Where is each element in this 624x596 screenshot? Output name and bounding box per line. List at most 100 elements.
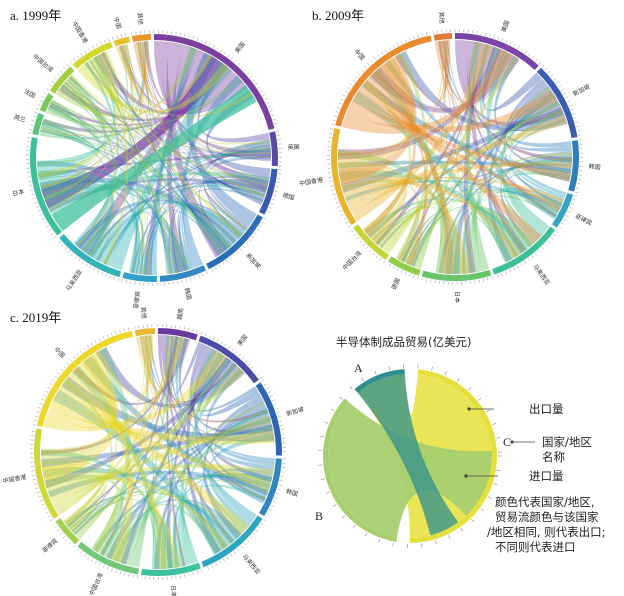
- chord-2-tick: [79, 350, 82, 353]
- chord-1-tick: [489, 33, 491, 37]
- chord-2-tick: [52, 379, 55, 382]
- chord-1-tick: [491, 276, 493, 280]
- chord-1-tick: [520, 263, 523, 266]
- chord-2-ribbon-2: [164, 335, 266, 501]
- chord-2-tick: [69, 359, 73, 362]
- chord-1-tick: [553, 234, 556, 237]
- chord-1-tick: [362, 243, 366, 246]
- chord-1-tick: [574, 191, 578, 194]
- chord-0-label-0: 美国: [233, 40, 247, 54]
- chord-1-tick: [349, 83, 353, 86]
- chord-0-ribbon-27: [211, 148, 271, 180]
- chord-0-ribbon-114: [43, 52, 120, 130]
- chord-0-label-4: 韩国: [183, 287, 194, 301]
- chord-1-tick: [577, 179, 581, 180]
- chord-0-tick: [113, 276, 116, 280]
- legend-tick: [321, 478, 326, 481]
- chord-0-label-8: 荷兰: [13, 113, 27, 124]
- chord-0-tick: [255, 82, 258, 85]
- chord-1-tick: [375, 255, 379, 258]
- chord-1-ribbon-100: [434, 41, 479, 100]
- chord-1-tick: [369, 249, 372, 253]
- chord-1-tick: [563, 92, 566, 95]
- chord-0-tick: [243, 69, 247, 72]
- chord-0-tick: [104, 40, 106, 43]
- chord-2-tick: [119, 329, 121, 333]
- chord-2-tick: [54, 525, 58, 528]
- chord-0-tick: [34, 201, 38, 204]
- chord-0-tick: [233, 254, 236, 258]
- chord-1-tick: [339, 210, 343, 212]
- chord-2-label-0: 越南: [175, 307, 185, 320]
- chord-0-tick: [120, 34, 122, 38]
- chord-0-ribbon-127: [55, 46, 197, 118]
- chord-2-tick: [106, 334, 109, 338]
- chord-2-tick: [43, 507, 47, 510]
- chord-0-tick: [256, 228, 260, 231]
- chord-2-tick: [196, 330, 198, 334]
- chord-1-arc-5: [421, 269, 492, 281]
- chord-1-ribbon-44: [445, 206, 535, 274]
- chord-2-ribbon-15: [120, 354, 227, 565]
- chord-2-tick: [60, 368, 63, 372]
- chord-0-tick: [63, 67, 66, 70]
- chord-0-tick: [206, 271, 208, 275]
- chord-0-tick: [181, 279, 183, 283]
- legend-tick: [448, 535, 451, 539]
- legend-tick: [364, 532, 368, 537]
- chord-2-ribbon-54: [172, 502, 235, 568]
- chord-0-arc-12: [113, 36, 131, 47]
- chord-2-tick: [41, 398, 45, 401]
- legend-tick: [352, 524, 356, 529]
- legend-arc-b: [323, 398, 398, 542]
- chord-0-tick: [80, 52, 83, 56]
- chord-0-ribbon-113: [43, 84, 104, 134]
- chord-0-tick: [81, 261, 84, 264]
- chord-2-tick: [233, 551, 236, 554]
- chord-0-ribbon-41: [204, 179, 267, 232]
- chord-2-tick: [39, 403, 43, 405]
- chord-2-tick: [238, 354, 241, 357]
- chord-2-ribbon-18: [95, 347, 244, 408]
- chord-0-label-12: 中国: [112, 16, 123, 30]
- chord-2-tick: [59, 532, 63, 535]
- chord-1-tick: [578, 134, 582, 136]
- chord-1-tick: [505, 40, 508, 43]
- chord-0-tick: [245, 242, 249, 245]
- chord-1-ribbon-74: [375, 200, 533, 248]
- chord-0-ribbon-44: [74, 199, 240, 249]
- chord-1-tick: [567, 100, 571, 103]
- chord-1-tick: [513, 267, 515, 271]
- chord-2-tick: [258, 526, 261, 529]
- chord-0-tick: [58, 241, 61, 244]
- chord-0-tick: [208, 42, 211, 46]
- chord-1-tick: [432, 30, 434, 34]
- legend-tick: [492, 423, 497, 426]
- chord-2-tick: [35, 487, 39, 489]
- chord-0-tick: [76, 55, 80, 59]
- legend-title: 半导体制成品贸易(亿美元): [336, 335, 471, 349]
- chord-1-tick: [355, 76, 358, 79]
- chord-2-tick: [281, 429, 285, 431]
- chord-1-ribbon-77: [338, 162, 407, 240]
- chord-0-tick: [32, 115, 36, 118]
- chord-0-label-10: 中国台湾: [31, 52, 54, 74]
- chord-2-ribbon-99: [96, 335, 151, 399]
- chord-0-tick: [275, 186, 279, 188]
- chord-0-ribbon-64: [141, 41, 168, 275]
- chord-1-tick: [524, 50, 527, 54]
- chord-0-tick: [41, 217, 45, 220]
- chord-1-tick: [538, 61, 541, 65]
- chord-1-tick: [331, 123, 335, 126]
- chord-2-tick: [38, 495, 42, 498]
- chord-2-tick: [261, 379, 264, 382]
- chord-0-tick: [266, 211, 270, 213]
- chord-1-tick: [367, 63, 370, 66]
- chord-1-tick: [501, 38, 504, 42]
- chord-0-tick: [54, 77, 57, 80]
- chord-0-tick: [254, 232, 257, 235]
- chord-1-ribbon-50: [466, 41, 490, 271]
- chord-2-tick: [76, 353, 79, 356]
- chord-2-tick: [115, 331, 117, 335]
- legend-label-c: C: [503, 435, 511, 449]
